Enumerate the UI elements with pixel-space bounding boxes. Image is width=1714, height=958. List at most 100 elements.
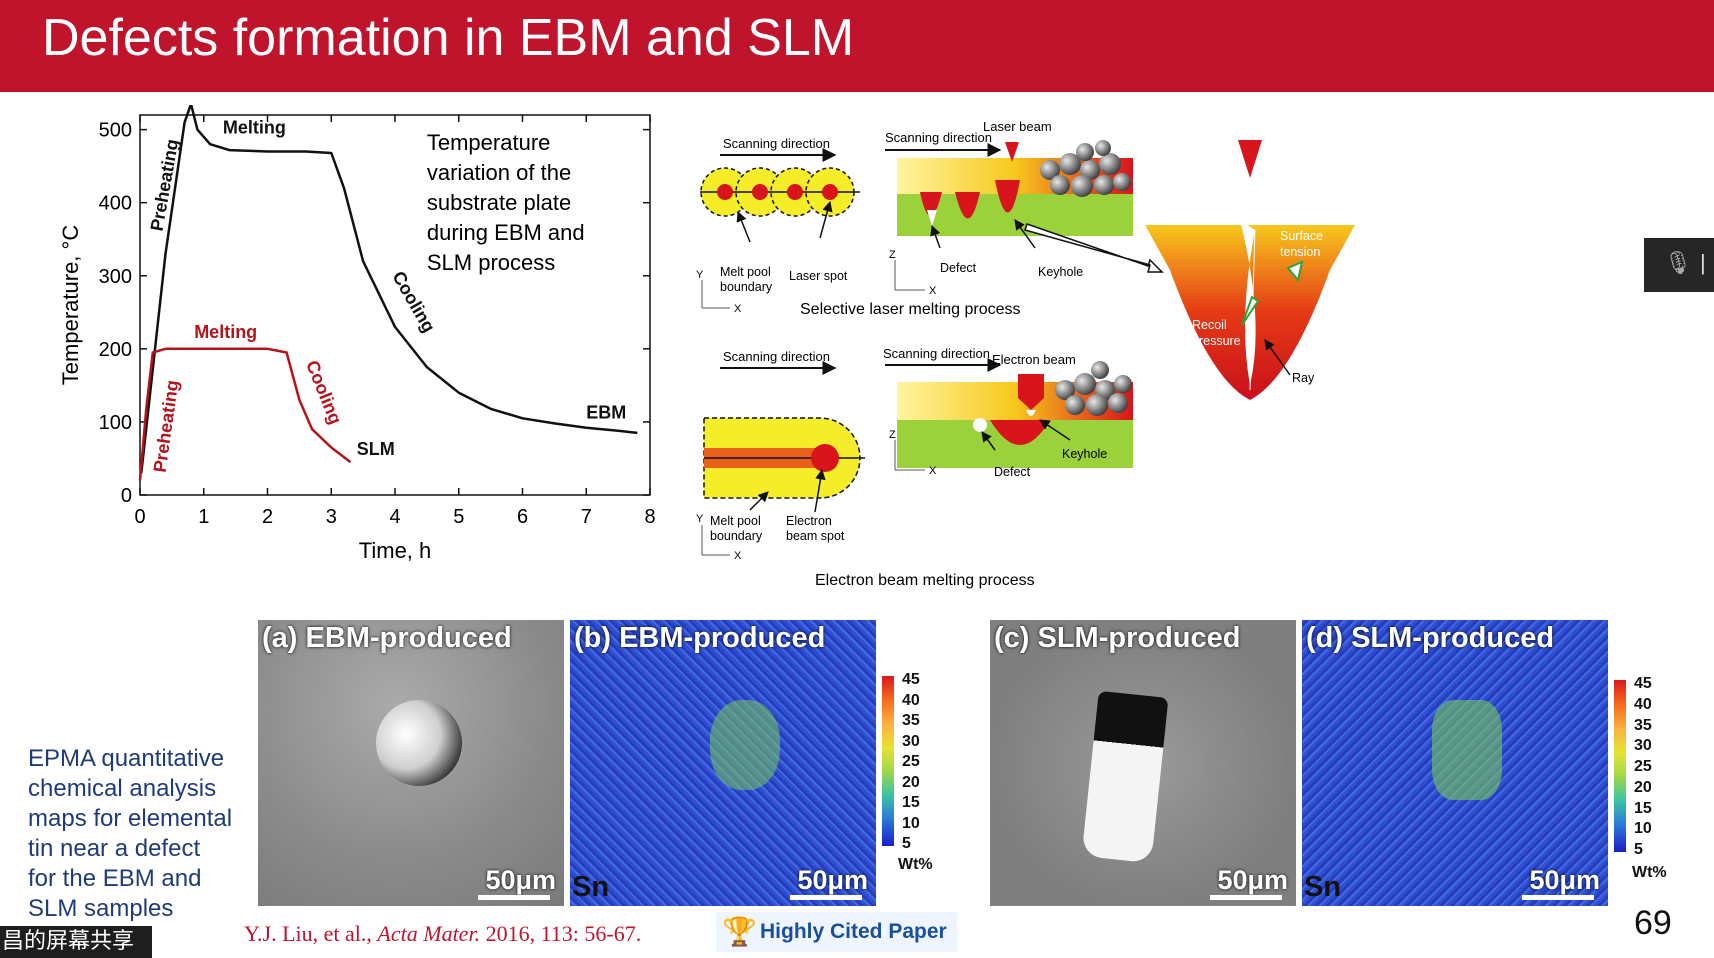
slm-process-caption: Selective laser melting process [800, 301, 1021, 318]
colorbar-tick: 5 [1634, 841, 1643, 858]
chart-annotation-line: Temperature [427, 130, 551, 155]
laser-beam-label: Laser beam [983, 120, 1052, 134]
slm-melt-pool-label-2: boundary [720, 280, 773, 294]
reference-authors: Y.J. Liu, et al., [244, 921, 378, 946]
x-axis-label: Time, h [359, 538, 432, 563]
slm-tag-label: SLM [357, 439, 395, 459]
micrograph-c-scale: 50μm [1217, 865, 1288, 895]
colorbar-left-unit: Wt% [898, 856, 933, 873]
micrograph-a-label: (a) EBM-produced [262, 622, 512, 654]
ebm-preheating-label: Preheating [147, 138, 183, 233]
micrograph-c: (c) SLM-produced 50μm [990, 620, 1296, 906]
micrograph-b: (b) EBM-produced 50μm Sn [570, 620, 876, 906]
x-tick-label: 7 [581, 506, 592, 528]
series-line-ebm [140, 105, 638, 474]
ebm-beam-spot-label-2: beam spot [786, 529, 845, 543]
svg-text:Y: Y [696, 269, 704, 281]
ebm-process-caption: Electron beam melting process [815, 572, 1035, 589]
micrograph-d-element: Sn [1304, 871, 1342, 903]
svg-text:Z: Z [889, 249, 896, 261]
process-diagram: Scanning direction Melt pool boundary La… [696, 120, 1355, 589]
micrograph-d-label: (d) SLM-produced [1306, 622, 1555, 654]
page-number: 69 [1634, 904, 1672, 942]
colorbar-tick: 15 [1634, 799, 1652, 817]
trophy-icon: 🏆 [722, 916, 757, 947]
ebm-scan-dir-mid: Scanning direction [883, 346, 990, 361]
micrograph-c-scalebar [1210, 895, 1282, 900]
slm-top-view: Scanning direction Melt pool boundary La… [696, 136, 860, 315]
colorbar-right [1614, 680, 1626, 852]
chart-annotation-line: during EBM and [427, 220, 585, 245]
colorbar-tick: 10 [902, 814, 920, 832]
chart-labels: Melting Preheating Cooling EBM Melting Prehea… [147, 117, 627, 473]
ebm-defect-label: Defect [994, 465, 1031, 479]
svg-text:X: X [929, 285, 937, 297]
ray-label: Ray [1292, 371, 1315, 385]
screen-share-label: 昌的屏幕共享 [0, 926, 152, 958]
reference-details: 2016, 113: 56-67. [480, 921, 642, 946]
slm-laser-spot-label: Laser spot [789, 269, 848, 283]
micrograph-d: (d) SLM-produced 50μm Sn [1302, 620, 1608, 906]
keyhole-zoom: Surface tension Recoil pressure Ray [1145, 140, 1355, 400]
caption-line: chemical analysis [28, 775, 217, 802]
svg-text:Z: Z [889, 429, 896, 441]
chart-annotation-line: variation of the [427, 160, 571, 185]
colorbar-right-unit: Wt% [1632, 864, 1667, 881]
y-tick-label: 200 [99, 339, 132, 361]
ebm-cooling-label: Cooling [388, 268, 439, 336]
ebm-melt-pool-label-2: boundary [710, 529, 763, 543]
electron-beam-label: Electron beam [992, 352, 1076, 367]
slm-scan-dir-mid: Scanning direction [885, 130, 992, 145]
ebm-scan-dir-left: Scanning direction [723, 349, 830, 364]
plot-frame [139, 114, 651, 496]
ebm-tag-label: EBM [586, 402, 626, 422]
colorbar-tick: 40 [1634, 695, 1652, 713]
micrograph-c-label: (c) SLM-produced [994, 622, 1241, 654]
x-tick-label: 1 [198, 506, 209, 528]
x-tick-label: 5 [453, 506, 464, 528]
ebm-beam-spot-label-1: Electron [786, 514, 832, 528]
mic-menu-chevron[interactable]: | [1700, 250, 1706, 275]
slm-keyhole-label: Keyhole [1038, 265, 1083, 279]
surface-tension-label-1: Surface [1280, 229, 1323, 243]
colorbar-tick: 35 [902, 712, 920, 729]
colorbar-tick: 15 [902, 794, 920, 811]
slm-defect-label: Defect [940, 261, 977, 275]
colorbar-tick: 30 [1634, 737, 1652, 755]
caption-line: for the EBM and [28, 865, 202, 892]
colorbar-tick: 40 [902, 691, 920, 709]
slm-melting-label: Melting [194, 322, 257, 342]
slm-melt-pool-label-1: Melt pool [720, 265, 771, 279]
mic-muted-icon[interactable]: 🎙 [1664, 250, 1692, 275]
colorbar-tick: 45 [1634, 675, 1652, 692]
y-tick-label: 100 [99, 412, 132, 434]
micrograph-a-scalebar [478, 895, 550, 900]
y-tick-label: 300 [99, 266, 132, 288]
chart-axes: 0 1 2 3 4 5 6 7 8 0 100 200 300 400 500 Time, h Temperat… [58, 114, 656, 563]
svg-text:X: X [734, 303, 742, 315]
x-tick-label: 6 [517, 506, 528, 528]
micrograph-d-scalebar [1522, 895, 1594, 900]
y-tick-label: 0 [121, 485, 132, 507]
micrograph-b-element: Sn [572, 871, 610, 903]
micrograph-d-scale: 50μm [1529, 865, 1600, 895]
recoil-pressure-label-1: Recoil [1192, 318, 1227, 332]
recoil-pressure-label-2: pressure [1192, 334, 1241, 348]
x-tick-label: 4 [389, 506, 400, 528]
colorbar-tick: 35 [1634, 716, 1652, 734]
chart-annotation-line: SLM process [427, 250, 555, 275]
svg-text:Y: Y [696, 513, 704, 525]
mic-control[interactable]: 🎙 | [1644, 238, 1714, 292]
colorbar-tick: 5 [902, 835, 911, 852]
x-tick-label: 8 [644, 506, 655, 528]
colorbar-tick: 20 [902, 773, 920, 791]
surface-tension-label-2: tension [1280, 245, 1320, 259]
colorbar-tick: 25 [902, 753, 920, 770]
chart-annotation-line: substrate plate [427, 190, 571, 215]
caption-line: tin near a defect [28, 835, 201, 862]
y-tick-label: 400 [99, 193, 132, 215]
micrograph-a: (a) EBM-produced 50μm [258, 620, 564, 906]
highly-cited-label: Highly Cited Paper [760, 920, 947, 943]
slm-cross-section: Scanning direction Laser beam Defect Key… [800, 120, 1164, 318]
caption-line: EPMA quantitative [28, 745, 225, 772]
